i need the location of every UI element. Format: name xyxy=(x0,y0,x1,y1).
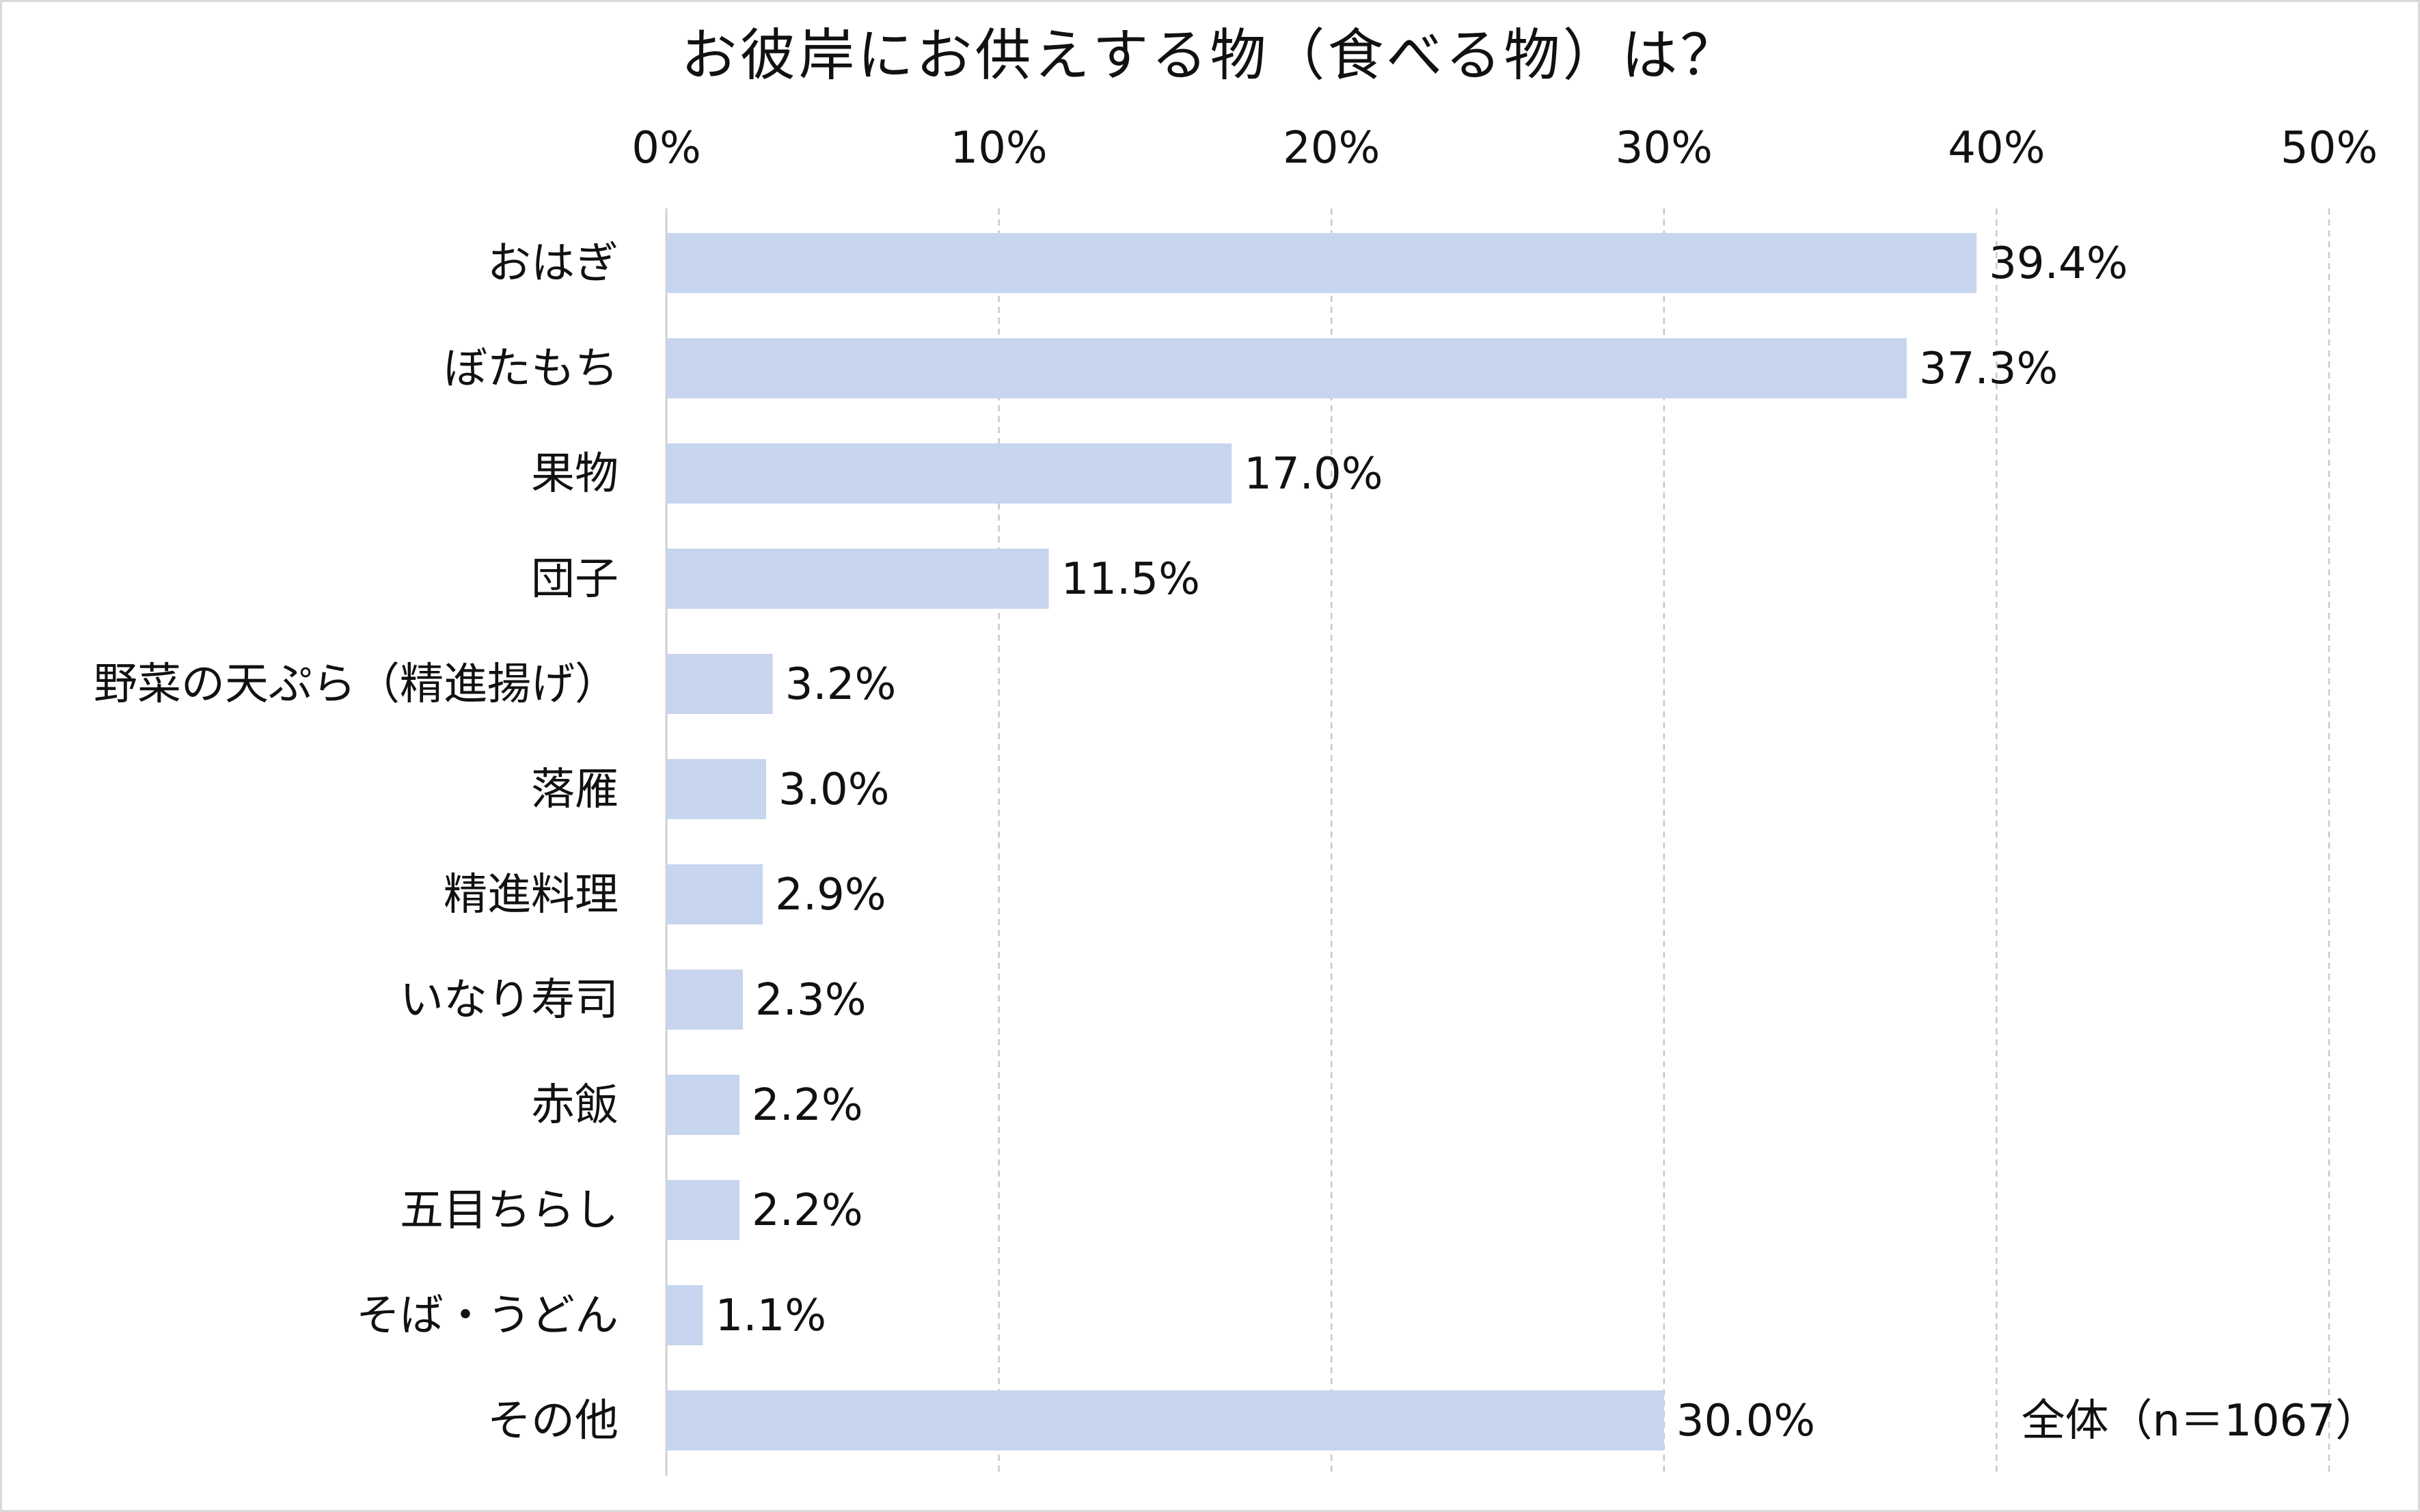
bar xyxy=(666,549,1049,609)
category-label: 果物 xyxy=(531,449,618,499)
data-label: 2.2% xyxy=(752,1080,863,1131)
data-label: 2.3% xyxy=(755,975,867,1026)
category-label: 団子 xyxy=(531,554,618,605)
bar xyxy=(666,1390,1664,1451)
bar xyxy=(666,233,1977,293)
x-tick-label: 0% xyxy=(631,123,701,174)
x-tick-label: 50% xyxy=(2281,123,2378,174)
bar xyxy=(666,1285,703,1345)
data-label: 2.2% xyxy=(752,1185,863,1236)
category-label: 精進料理 xyxy=(444,870,618,920)
data-label: 39.4% xyxy=(1989,238,2127,289)
sample-size-note: 全体（n＝1067） xyxy=(2021,1396,2379,1446)
bar xyxy=(666,864,763,924)
data-label: 1.1% xyxy=(716,1291,827,1341)
category-label: その他 xyxy=(487,1396,618,1446)
data-label: 11.5% xyxy=(1061,554,1200,605)
category-label: 落雁 xyxy=(531,765,618,815)
x-tick-label: 20% xyxy=(1283,123,1380,174)
category-label: 赤飯 xyxy=(531,1080,618,1131)
data-label: 2.9% xyxy=(775,870,886,920)
category-label: 野菜の天ぷら（精進揚げ） xyxy=(94,659,618,710)
x-tick-label: 40% xyxy=(1948,123,2045,174)
data-label: 37.3% xyxy=(1919,344,2058,394)
bar xyxy=(666,970,743,1030)
bar xyxy=(666,1180,740,1240)
bar xyxy=(666,654,773,714)
x-tick-label: 30% xyxy=(1616,123,1713,174)
data-label: 3.0% xyxy=(778,765,890,815)
bar xyxy=(666,1075,740,1135)
bar xyxy=(666,759,766,819)
category-label: いなり寿司 xyxy=(400,975,618,1026)
data-label: 30.0% xyxy=(1676,1396,1815,1446)
chart-title: お彼岸にお供えする物（食べる物）は？ xyxy=(681,23,1739,88)
category-label: そば・うどん xyxy=(356,1291,618,1341)
category-label: 五目ちらし xyxy=(400,1185,618,1236)
bar xyxy=(666,443,1232,504)
category-label: ぼたもち xyxy=(444,344,618,394)
category-label: おはぎ xyxy=(487,238,618,289)
x-tick-label: 10% xyxy=(950,123,1047,174)
data-label: 17.0% xyxy=(1244,449,1383,499)
bar xyxy=(666,338,1907,398)
data-label: 3.2% xyxy=(785,659,897,710)
